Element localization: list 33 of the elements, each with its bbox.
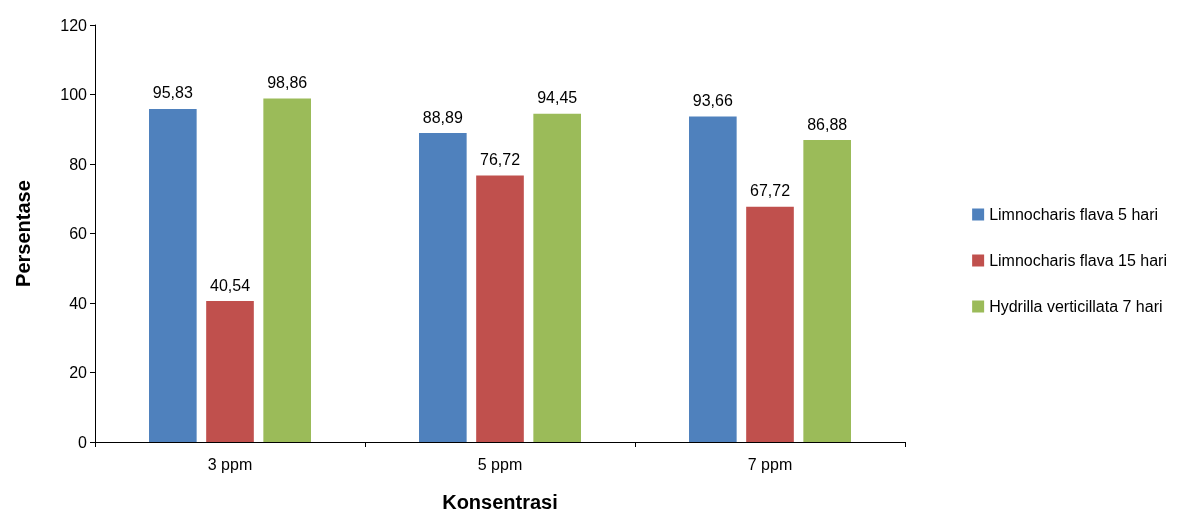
bar	[476, 175, 524, 442]
y-tick-label: 80	[69, 155, 88, 173]
y-tick-label: 20	[69, 364, 88, 381]
bar	[689, 116, 737, 442]
data-label: 93,66	[692, 92, 733, 110]
bar	[746, 206, 794, 442]
bar	[263, 98, 311, 442]
y-tick-label: 0	[78, 433, 88, 451]
x-axis-title: Konsentrasi	[442, 491, 558, 513]
x-tick-label: 3 ppm	[207, 455, 253, 473]
data-label: 86,88	[807, 115, 848, 133]
bar	[803, 140, 851, 442]
data-label: 88,89	[422, 108, 463, 126]
legend-label: Hydrilla verticillata 7 hari	[989, 298, 1163, 315]
bar	[533, 113, 581, 442]
data-label: 94,45	[537, 89, 578, 107]
legend-label: Limnocharis flava 15 hari	[989, 252, 1168, 269]
bar	[149, 108, 197, 442]
bar	[419, 133, 467, 442]
y-tick-label: 60	[69, 225, 88, 242]
y-tick-label: 100	[60, 86, 88, 103]
data-label: 76,72	[479, 150, 521, 168]
bar	[206, 301, 254, 442]
data-label: 95,83	[152, 84, 193, 102]
legend-label: Limnocharis flava 5 hari	[989, 206, 1159, 223]
data-label: 67,72	[749, 182, 791, 200]
y-tick-label: 120	[60, 16, 88, 34]
x-tick-label: 5 ppm	[477, 455, 523, 473]
y-tick-label: 40	[69, 294, 88, 312]
data-label: 98,86	[267, 73, 308, 91]
x-tick-label: 7 ppm	[747, 455, 793, 473]
data-label: 40,54	[209, 276, 251, 294]
y-axis-title: Persentase	[12, 180, 34, 287]
